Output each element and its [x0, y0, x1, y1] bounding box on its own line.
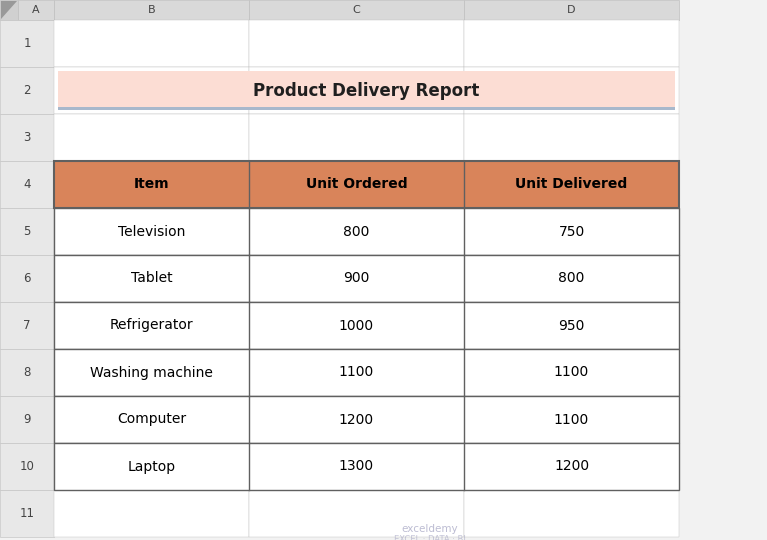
- Bar: [249, 161, 464, 208]
- Text: Unit Delivered: Unit Delivered: [515, 178, 627, 192]
- Bar: [249, 255, 464, 302]
- Text: 750: 750: [558, 225, 584, 239]
- Bar: [464, 255, 679, 302]
- Bar: [0, 396, 54, 443]
- Bar: [464, 0, 679, 20]
- Bar: [464, 443, 679, 490]
- Bar: [249, 114, 464, 161]
- Bar: [0, 0, 18, 20]
- Text: 5: 5: [23, 225, 31, 238]
- Text: Refrigerator: Refrigerator: [110, 319, 193, 333]
- Text: Tablet: Tablet: [130, 272, 173, 286]
- Bar: [54, 490, 249, 537]
- Bar: [249, 349, 464, 396]
- Bar: [0, 20, 54, 67]
- Text: exceldemy: exceldemy: [401, 524, 458, 534]
- Bar: [464, 396, 679, 443]
- Bar: [249, 20, 464, 67]
- Bar: [0, 349, 54, 396]
- Text: 800: 800: [344, 225, 370, 239]
- Bar: [464, 161, 679, 208]
- Bar: [54, 208, 679, 255]
- Bar: [54, 443, 679, 490]
- Bar: [0, 255, 54, 302]
- Text: EXCEL · DATA · BI: EXCEL · DATA · BI: [393, 535, 466, 540]
- Bar: [54, 208, 249, 255]
- Bar: [464, 208, 679, 255]
- Bar: [0, 490, 54, 537]
- Text: 10: 10: [20, 460, 35, 473]
- Bar: [0, 208, 54, 255]
- Text: 7: 7: [23, 319, 31, 332]
- Text: 800: 800: [558, 272, 584, 286]
- Bar: [54, 161, 249, 208]
- Bar: [249, 67, 464, 114]
- Bar: [54, 0, 249, 20]
- Bar: [464, 302, 679, 349]
- Text: Product Delivery Report: Product Delivery Report: [253, 82, 479, 99]
- Text: Unit Ordered: Unit Ordered: [306, 178, 407, 192]
- Text: 900: 900: [344, 272, 370, 286]
- Text: 1200: 1200: [339, 413, 374, 427]
- Text: 11: 11: [19, 507, 35, 520]
- Bar: [249, 208, 464, 255]
- Text: D: D: [568, 5, 576, 15]
- Text: 6: 6: [23, 272, 31, 285]
- Text: 3: 3: [23, 131, 31, 144]
- Bar: [464, 349, 679, 396]
- Bar: [249, 0, 464, 20]
- Text: 2: 2: [23, 84, 31, 97]
- Bar: [249, 302, 464, 349]
- Text: 1000: 1000: [339, 319, 374, 333]
- Bar: [464, 20, 679, 67]
- Bar: [464, 490, 679, 537]
- Bar: [249, 490, 464, 537]
- Text: Computer: Computer: [117, 413, 186, 427]
- Bar: [0, 67, 54, 114]
- Text: C: C: [353, 5, 360, 15]
- Bar: [54, 114, 249, 161]
- Text: 1100: 1100: [339, 366, 374, 380]
- Polygon shape: [1, 1, 17, 19]
- Bar: [54, 302, 679, 349]
- Bar: [54, 255, 249, 302]
- Bar: [464, 114, 679, 161]
- Text: 1200: 1200: [554, 460, 589, 474]
- Text: 9: 9: [23, 413, 31, 426]
- Bar: [54, 161, 679, 208]
- Text: 1100: 1100: [554, 413, 589, 427]
- Text: 1: 1: [23, 37, 31, 50]
- Text: Item: Item: [133, 178, 170, 192]
- Bar: [54, 67, 249, 114]
- Bar: [54, 20, 249, 67]
- Text: 8: 8: [23, 366, 31, 379]
- Bar: [54, 443, 249, 490]
- Text: 1300: 1300: [339, 460, 374, 474]
- Text: Washing machine: Washing machine: [90, 366, 213, 380]
- Bar: [54, 396, 249, 443]
- Bar: [54, 396, 679, 443]
- Text: 950: 950: [558, 319, 584, 333]
- Bar: [54, 349, 679, 396]
- Bar: [464, 67, 679, 114]
- Bar: [54, 349, 249, 396]
- Bar: [18, 0, 54, 20]
- Bar: [58, 71, 675, 110]
- Bar: [0, 114, 54, 161]
- Bar: [0, 443, 54, 490]
- Text: Television: Television: [118, 225, 185, 239]
- Text: A: A: [32, 5, 40, 15]
- Text: 4: 4: [23, 178, 31, 191]
- Bar: [54, 255, 679, 302]
- Bar: [54, 302, 249, 349]
- Bar: [58, 107, 675, 110]
- Bar: [249, 396, 464, 443]
- Bar: [0, 161, 54, 208]
- Text: B: B: [148, 5, 155, 15]
- Text: 1100: 1100: [554, 366, 589, 380]
- Bar: [249, 443, 464, 490]
- Bar: [0, 302, 54, 349]
- Text: Laptop: Laptop: [127, 460, 176, 474]
